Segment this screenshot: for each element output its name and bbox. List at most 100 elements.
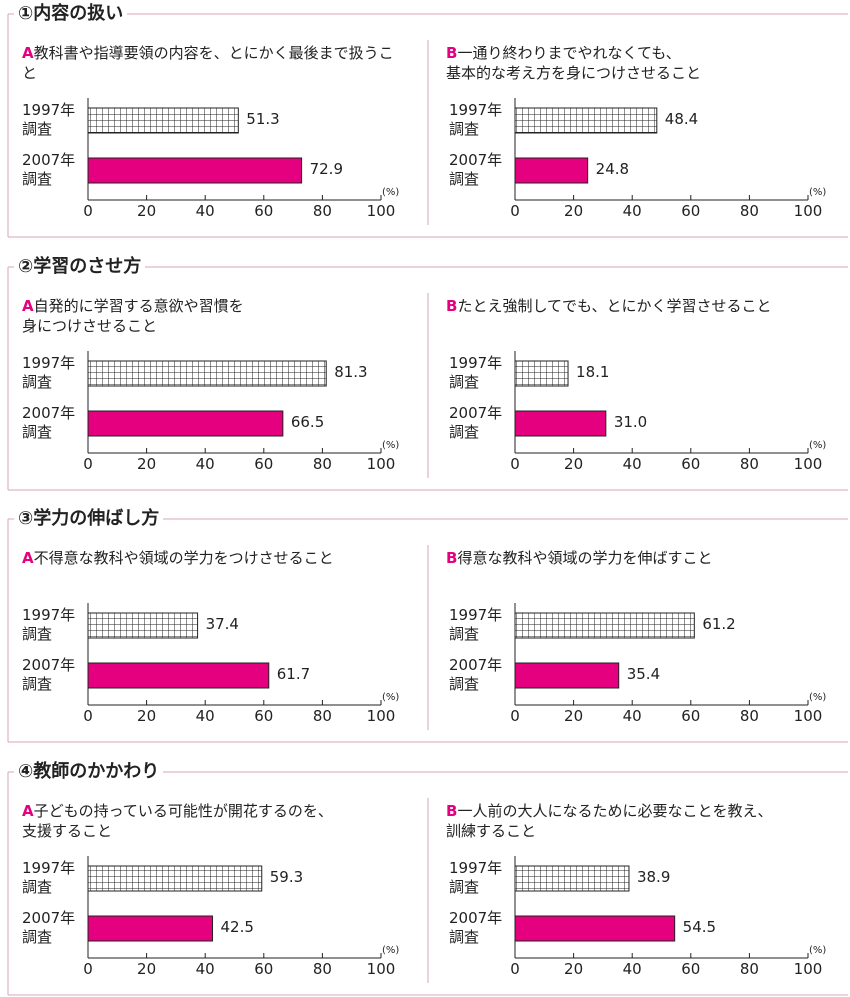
x-tick-label: 0 [83,707,93,725]
x-tick-label: 80 [312,202,332,220]
section-title: ②学習のさせ方 [14,255,146,279]
x-tick-label: 80 [312,960,332,978]
x-tick-label: 40 [622,202,642,220]
x-tick-label: 0 [510,707,520,725]
x-tick-label: 40 [195,202,215,220]
value-label: 38.9 [636,868,671,886]
category-label: 1997年 調査 [449,354,503,391]
x-tick-label: 0 [510,202,520,220]
category-label: 1997年 調査 [449,606,503,643]
x-axis-label: (%) [382,440,400,451]
x-tick-label: 60 [681,707,701,725]
x-tick-label: 40 [622,960,642,978]
value-label: 61.7 [276,665,311,683]
category-label: 2007年 調査 [449,151,503,188]
panel-title-text: 自発的に学習する意欲や習慣を 身につけさせること [22,297,244,335]
x-tick-label: 0 [510,960,520,978]
panel-title: B一通り終わりまでやれなくても、 基本的な考え方を身につけさせること [446,44,831,83]
bar [87,360,327,387]
bar [87,157,303,184]
x-tick-label: 20 [137,960,157,978]
bar [514,107,658,134]
x-axis-label: (%) [809,440,827,451]
panel-label: A [22,297,34,315]
x-tick-label: 20 [564,707,584,725]
x-tick-label: 100 [793,960,823,978]
panel-title-text: 得意な教科や領域の学力を伸ばすこと [457,549,713,567]
panel-label: B [446,549,458,567]
value-label: 61.2 [702,615,736,633]
x-tick-label: 80 [739,202,759,220]
x-tick-label: 40 [195,960,215,978]
value-label: 72.9 [309,160,343,178]
panel-title-text: 一人前の大人になるために必要なことを教え、 訓練すること [446,802,773,840]
bar [87,107,239,134]
value-label: 37.4 [205,615,239,633]
x-tick-label: 0 [83,455,93,473]
x-tick-label: 60 [681,455,701,473]
x-axis-label: (%) [809,187,827,198]
section-title: ③学力の伸ばし方 [14,507,164,531]
category-label: 2007年 調査 [449,656,503,693]
x-tick-label: 20 [564,960,584,978]
x-tick-label: 60 [254,960,274,978]
x-tick-label: 100 [366,202,396,220]
x-tick-label: 100 [366,455,396,473]
x-tick-label: 80 [739,455,759,473]
panel-label: B [446,297,458,315]
panel-title-text: 一通り終わりまでやれなくても、 基本的な考え方を身につけさせること [446,44,702,82]
x-tick-label: 40 [195,455,215,473]
x-tick-label: 0 [83,960,93,978]
category-label: 2007年 調査 [22,656,76,693]
section-title: ④教師のかかわり [14,760,164,784]
category-label: 1997年 調査 [22,859,76,896]
bar [514,360,569,387]
category-label: 1997年 調査 [22,354,76,391]
x-tick-label: 60 [254,455,274,473]
x-tick-label: 60 [681,202,701,220]
bar [87,865,263,892]
bar [514,410,607,437]
x-tick-label: 100 [793,455,823,473]
x-tick-label: 0 [510,455,520,473]
category-label: 2007年 調査 [449,909,503,946]
bar [87,662,270,689]
value-label: 51.3 [246,110,280,128]
bar [514,662,620,689]
panel-label: A [22,549,34,567]
panel-title: B得意な教科や領域の学力を伸ばすこと [446,549,831,569]
x-tick-label: 40 [195,707,215,725]
panel-title: A教科書や指導要領の内容を、とにかく最後まで扱うこと [22,44,407,83]
x-tick-label: 80 [739,960,759,978]
x-tick-label: 40 [622,707,642,725]
value-label: 24.8 [595,160,630,178]
panel-title: Bたとえ強制してでも、とにかく学習させること [446,297,831,317]
x-tick-label: 40 [622,455,642,473]
x-tick-label: 60 [254,707,274,725]
x-axis-label: (%) [809,945,827,956]
x-tick-label: 100 [793,707,823,725]
bar [514,865,630,892]
x-tick-label: 60 [254,202,274,220]
x-tick-label: 0 [83,202,93,220]
panel-title-text: たとえ強制してでも、とにかく学習させること [457,297,772,315]
bar [514,157,589,184]
category-label: 1997年 調査 [449,101,503,138]
panel-title: A不得意な教科や領域の学力をつけさせること [22,549,407,569]
x-tick-label: 20 [564,202,584,220]
value-label: 54.5 [682,918,717,936]
x-tick-label: 20 [137,707,157,725]
category-label: 1997年 調査 [22,101,76,138]
x-tick-label: 80 [312,707,332,725]
panel-title-text: 不得意な教科や領域の学力をつけさせること [33,549,334,567]
x-axis-label: (%) [382,692,400,703]
x-tick-label: 80 [312,455,332,473]
value-label: 66.5 [290,413,325,431]
category-label: 2007年 調査 [22,404,76,441]
bar [514,915,676,942]
x-tick-label: 20 [137,202,157,220]
bar [87,915,214,942]
x-axis-label: (%) [809,692,827,703]
x-tick-label: 100 [366,960,396,978]
